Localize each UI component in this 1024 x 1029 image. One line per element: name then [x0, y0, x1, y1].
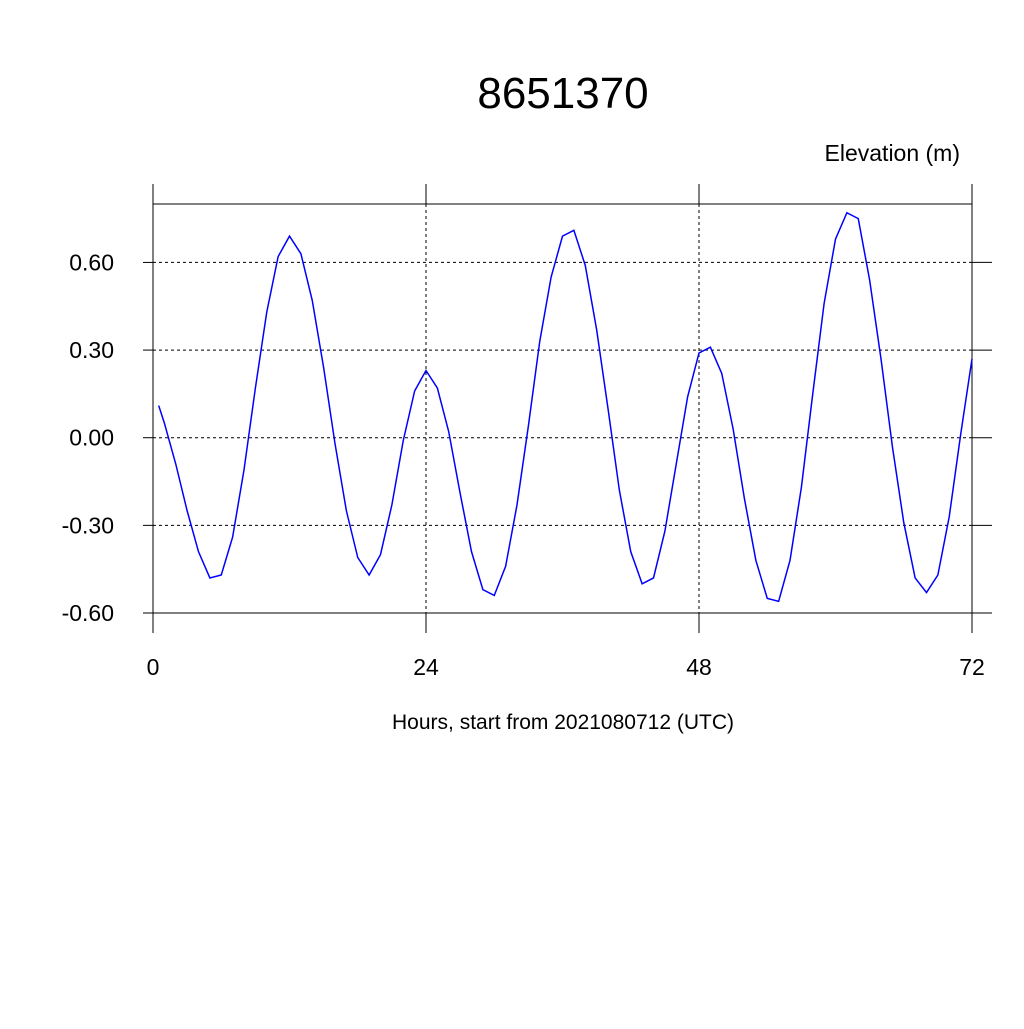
y-tick-label: 0.60	[69, 249, 114, 275]
y-tick-label: -0.30	[62, 512, 114, 538]
y-tick-label: 0.00	[69, 425, 114, 451]
x-tick-label: 0	[147, 654, 160, 680]
x-tick-label: 24	[413, 654, 439, 680]
y-tick-label: 0.30	[69, 337, 114, 363]
x-tick-label: 48	[686, 654, 712, 680]
x-axis-label: Hours, start from 2021080712 (UTC)	[392, 711, 734, 734]
chart-title: 8651370	[477, 69, 648, 118]
data-line	[157, 211, 973, 603]
x-tick-label: 72	[959, 654, 985, 680]
y-tick-label: -0.60	[62, 600, 114, 626]
y-axis-label: Elevation (m)	[825, 140, 960, 166]
